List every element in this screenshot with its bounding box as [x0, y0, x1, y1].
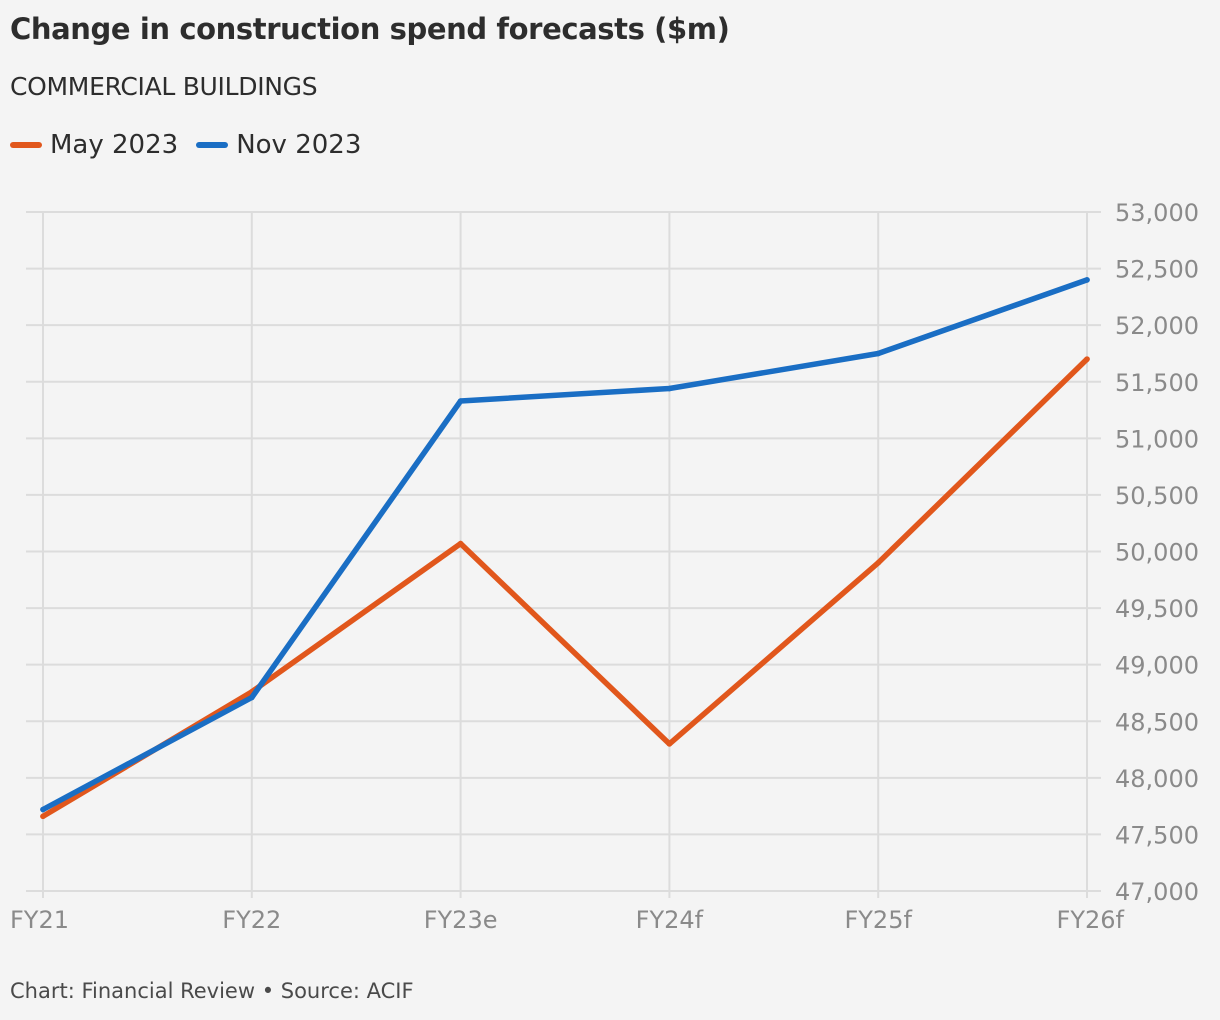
y-tick-label: 51,500 — [1115, 369, 1199, 397]
y-tick-label: 47,500 — [1115, 821, 1199, 849]
chart-source-note: Chart: Financial Review • Source: ACIF — [10, 979, 414, 1003]
x-tick-label: FY25f — [844, 906, 912, 934]
x-tick-label: FY22 — [222, 906, 281, 934]
x-tick-label: FY26f — [1057, 906, 1125, 934]
data-point-may-2023 — [40, 813, 46, 820]
y-tick-label: 49,000 — [1115, 652, 1199, 680]
x-tick-label: FY23e — [424, 906, 498, 934]
y-tick-label: 51,000 — [1115, 425, 1199, 453]
data-point-may-2023 — [875, 560, 881, 566]
data-point-nov-2023 — [666, 385, 673, 392]
data-point-nov-2023 — [457, 398, 464, 404]
legend-item-nov-2023: Nov 2023 — [196, 130, 361, 160]
series-line-nov-2023 — [40, 277, 1090, 813]
data-point-nov-2023 — [40, 806, 46, 813]
y-tick-label: 52,000 — [1115, 312, 1199, 340]
data-point-may-2023 — [457, 540, 464, 547]
y-tick-label: 50,500 — [1115, 482, 1199, 510]
data-point-may-2023 — [1084, 356, 1090, 362]
y-tick-label: 49,500 — [1115, 595, 1199, 623]
y-tick-label: 48,500 — [1115, 708, 1199, 736]
series-line-may-2023 — [40, 356, 1090, 820]
legend-label-nov-2023: Nov 2023 — [236, 130, 362, 160]
legend-swatch-may-2023 — [10, 142, 42, 148]
data-point-nov-2023 — [249, 694, 255, 701]
x-axis-ticks: FY21 FY22 FY23e FY24f FY25f FY26f — [10, 906, 1125, 934]
series — [40, 277, 1090, 820]
legend-swatch-nov-2023 — [196, 142, 229, 148]
y-tick-label: 47,000 — [1115, 878, 1199, 906]
grid — [26, 211, 1101, 898]
y-tick-label: 48,000 — [1115, 765, 1199, 793]
y-tick-label: 50,000 — [1115, 539, 1199, 567]
x-tick-label: FY24f — [636, 906, 704, 934]
data-point-nov-2023 — [875, 350, 881, 357]
data-point-may-2023 — [666, 741, 673, 747]
data-point-nov-2023 — [1084, 277, 1090, 283]
y-tick-label: 52,500 — [1115, 256, 1199, 284]
legend-item-may-2023: May 2023 — [10, 130, 178, 160]
x-tick-label: FY21 — [10, 906, 69, 934]
y-tick-label: 53,000 — [1115, 199, 1199, 227]
y-axis-ticks: 47,000 47,500 48,000 48,500 49,000 49,500 50,0… — [1115, 199, 1199, 906]
chart-subtitle: COMMERCIAL BUILDINGS — [10, 72, 318, 101]
legend: May 2023 Nov 2023 — [10, 130, 379, 160]
chart-title: Change in construction spend forecasts (… — [10, 12, 730, 46]
legend-label-may-2023: May 2023 — [50, 130, 179, 160]
